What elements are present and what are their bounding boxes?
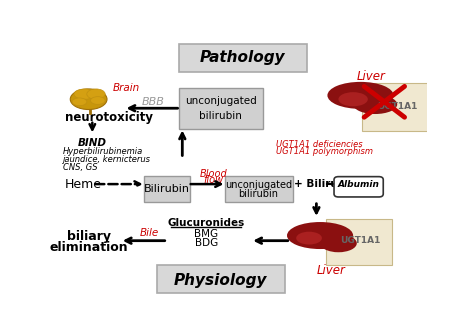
Text: Pathology: Pathology xyxy=(200,50,286,65)
FancyBboxPatch shape xyxy=(144,176,190,202)
Text: flow: flow xyxy=(203,175,224,185)
Ellipse shape xyxy=(87,89,105,99)
Text: Heme: Heme xyxy=(65,178,102,191)
Text: unconjugated: unconjugated xyxy=(225,180,292,190)
Text: biliary: biliary xyxy=(67,230,110,243)
Text: UGT1A1 deficiencies: UGT1A1 deficiencies xyxy=(276,140,363,149)
Text: BIND: BIND xyxy=(78,138,107,148)
Text: Albumin: Albumin xyxy=(337,180,380,189)
Text: BBB: BBB xyxy=(141,97,164,107)
Ellipse shape xyxy=(74,89,96,99)
Text: neurotoxicity: neurotoxicity xyxy=(65,111,153,124)
Ellipse shape xyxy=(338,92,368,106)
Text: bilirubin: bilirubin xyxy=(200,111,242,121)
FancyBboxPatch shape xyxy=(326,219,392,265)
Ellipse shape xyxy=(328,82,393,109)
FancyBboxPatch shape xyxy=(362,82,428,131)
Text: Blood: Blood xyxy=(200,169,228,179)
Text: UGT1A1: UGT1A1 xyxy=(340,236,381,245)
Ellipse shape xyxy=(353,95,397,114)
Text: bilirubin: bilirubin xyxy=(238,189,279,199)
Ellipse shape xyxy=(320,234,357,252)
Text: + Bilirubin: + Bilirubin xyxy=(293,179,356,189)
Text: Liver: Liver xyxy=(317,264,346,277)
Text: BMG: BMG xyxy=(194,229,218,239)
Text: CNS, GS: CNS, GS xyxy=(63,163,98,172)
Text: UGT1A1: UGT1A1 xyxy=(377,103,418,112)
FancyBboxPatch shape xyxy=(225,176,292,202)
Text: Bile: Bile xyxy=(140,228,159,238)
Text: Brain: Brain xyxy=(112,82,140,93)
Ellipse shape xyxy=(296,232,322,244)
FancyBboxPatch shape xyxy=(334,177,383,197)
Ellipse shape xyxy=(72,98,87,106)
Text: Glucuronides: Glucuronides xyxy=(168,218,245,228)
Text: jaundice, kernicterus: jaundice, kernicterus xyxy=(63,155,151,164)
Text: Hyperbilirubinemia: Hyperbilirubinemia xyxy=(63,147,143,156)
Text: elimination: elimination xyxy=(49,240,128,254)
FancyBboxPatch shape xyxy=(179,88,263,129)
Ellipse shape xyxy=(91,97,105,104)
Text: Liver: Liver xyxy=(357,69,386,82)
Text: Physiology: Physiology xyxy=(174,273,268,288)
Ellipse shape xyxy=(287,222,353,249)
Text: Bilirubin: Bilirubin xyxy=(144,184,190,194)
Ellipse shape xyxy=(70,89,107,110)
Text: BDG: BDG xyxy=(194,238,218,248)
Text: unconjugated: unconjugated xyxy=(185,96,257,106)
FancyBboxPatch shape xyxy=(179,44,307,72)
FancyBboxPatch shape xyxy=(156,265,285,293)
Text: UGT1A1 polymorphism: UGT1A1 polymorphism xyxy=(276,147,373,156)
